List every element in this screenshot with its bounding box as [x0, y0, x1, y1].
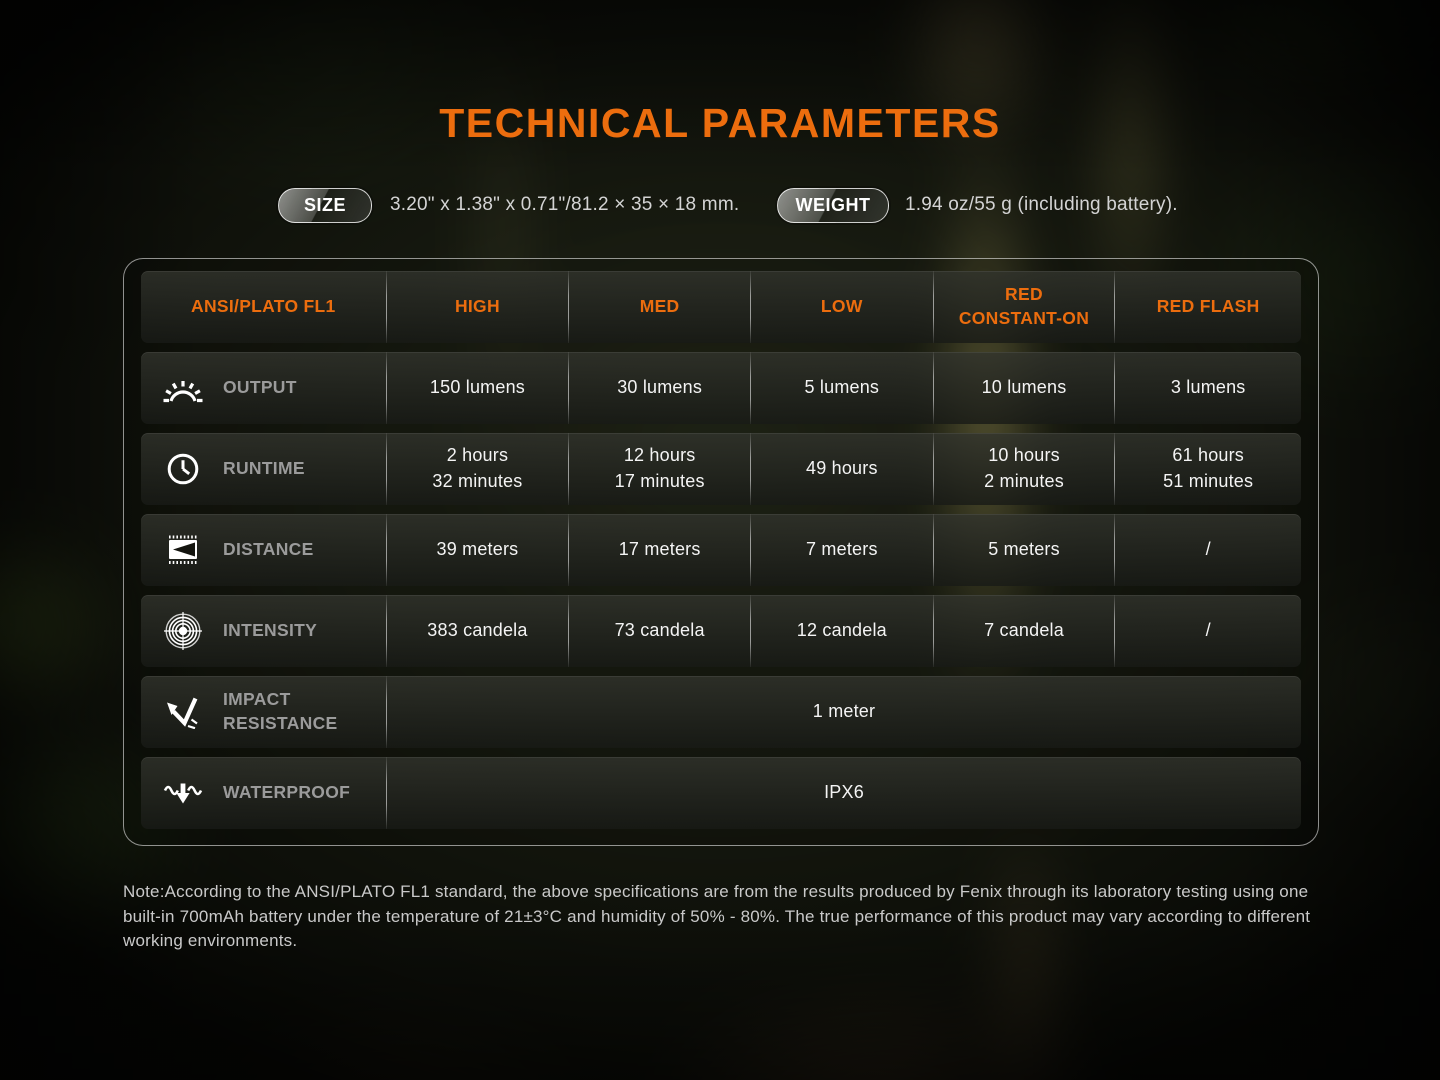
row-label: WATERPROOF: [223, 782, 351, 803]
row-label-cell: INTENSITY: [141, 595, 386, 667]
size-badge-label: SIZE: [303, 195, 346, 215]
header-red-flash: RED FLASH: [1114, 271, 1301, 343]
value-cell: 150 lumens: [385, 352, 569, 424]
value-cell: 17 meters: [568, 514, 750, 586]
weight-badge-label: WEIGHT: [795, 195, 871, 215]
waterproof-icon: [160, 780, 206, 806]
header-red-constant-on: RED CONSTANT-ON: [932, 271, 1115, 343]
distance-icon: [160, 535, 206, 565]
row-label-cell: RUNTIME: [141, 433, 386, 505]
value-cell: 2 hours 32 minutes: [385, 433, 569, 505]
header-high: HIGH: [385, 271, 569, 343]
row-label: RUNTIME: [223, 458, 305, 479]
value-cell: 7 meters: [749, 514, 933, 586]
table-row-runtime: RUNTIME 2 hours 32 minutes 12 hours 17 m…: [141, 433, 1302, 505]
table-row-intensity: INTENSITY 383 candela 73 candela 12 cand…: [141, 595, 1302, 667]
value-cell: /: [1114, 514, 1302, 586]
page-title: TECHNICAL PARAMETERS: [439, 100, 1001, 146]
size-weight-bar: SIZE 3.20" x 1.38" x 0.71"/81.2 × 35 × 1…: [0, 188, 1440, 223]
table-header-row: ANSI/PLATO FL1 HIGH MED LOW RED CONSTANT…: [141, 271, 1301, 343]
value-cell: 5 meters: [932, 514, 1115, 586]
value-cell: 10 hours 2 minutes: [932, 433, 1115, 505]
table-row-output: OUTPUT 150 lumens 30 lumens 5 lumens 10 …: [141, 352, 1302, 424]
value-cell: /: [1114, 595, 1302, 667]
value-cell: 61 hours 51 minutes: [1114, 433, 1302, 505]
value-cell: 7 candela: [932, 595, 1115, 667]
weight-badge: WEIGHT: [777, 188, 889, 223]
table-row-waterproof: WATERPROOF IPX6: [141, 757, 1301, 829]
technical-parameters-table: ANSI/PLATO FL1 HIGH MED LOW RED CONSTANT…: [123, 258, 1319, 846]
light-output-icon: [160, 372, 206, 404]
row-label: DISTANCE: [223, 539, 314, 560]
weight-value: 1.94 oz/55 g (including battery).: [905, 194, 1178, 215]
size-badge: SIZE: [278, 188, 372, 223]
table-row-impact-resistance: IMPACT RESISTANCE 1 meter: [141, 676, 1301, 748]
row-label: OUTPUT: [223, 377, 297, 398]
impact-icon: [160, 695, 206, 729]
value-cell: 12 candela: [749, 595, 933, 667]
footnote: Note:According to the ANSI/PLATO FL1 sta…: [123, 882, 1311, 950]
value-cell: 12 hours 17 minutes: [568, 433, 750, 505]
value-cell: 3 lumens: [1114, 352, 1302, 424]
clock-icon: [160, 452, 206, 486]
value-cell: 383 candela: [385, 595, 569, 667]
header-ansi-plato-fl1: ANSI/PLATO FL1: [191, 296, 336, 317]
row-label-cell: DISTANCE: [141, 514, 386, 586]
row-label-cell: IMPACT RESISTANCE: [141, 676, 386, 748]
value-cell: 5 lumens: [749, 352, 933, 424]
row-label-cell: OUTPUT: [141, 352, 386, 424]
value-cell: 73 candela: [568, 595, 750, 667]
header-low: LOW: [749, 271, 933, 343]
table-row-distance: DISTANCE 39 meters 17 meters 7 meters 5 …: [141, 514, 1302, 586]
value-cell-span: 1 meter: [386, 676, 1301, 748]
value-cell: 39 meters: [385, 514, 569, 586]
value-cell: 30 lumens: [568, 352, 750, 424]
value-cell: 10 lumens: [932, 352, 1115, 424]
value-cell-span: IPX6: [386, 757, 1301, 829]
intensity-icon: [160, 611, 206, 651]
row-label: INTENSITY: [223, 620, 318, 641]
size-value: 3.20" x 1.38" x 0.71"/81.2 × 35 × 18 mm.: [390, 194, 740, 215]
row-label-cell: WATERPROOF: [141, 757, 386, 829]
value-cell: 49 hours: [749, 433, 933, 505]
header-med: MED: [568, 271, 750, 343]
row-label: IMPACT RESISTANCE: [223, 689, 338, 733]
